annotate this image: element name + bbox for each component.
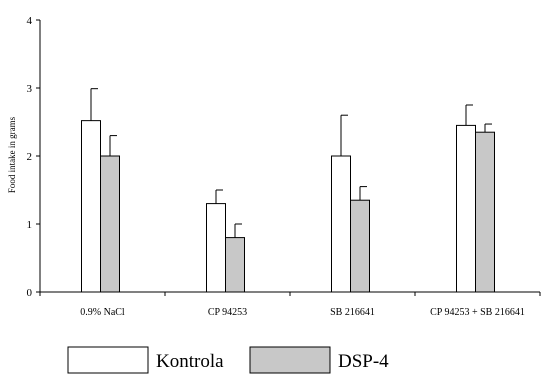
bar [81,120,101,293]
y-tick-label: 2 [27,151,33,163]
legend-label: Kontrola [156,351,224,372]
y-tick-label: 3 [27,83,33,95]
bar [350,199,370,293]
x-tick-label: CP 94253 + SB 216641 [430,307,525,318]
legend-swatch [67,346,149,374]
y-tick-label: 0 [27,287,33,299]
bar [456,124,476,293]
x-tick-label: CP 94253 [208,307,247,318]
bar [206,203,226,293]
bar [331,155,351,293]
bar [475,131,495,293]
x-tick-label: 0.9% NaCl [80,307,125,318]
y-tick-label: 4 [27,15,33,27]
bar [100,155,120,293]
plot-area: 0 1 2 3 4 0.9% NaCl CP 94253 SB 216641 CP 94253 … [27,15,541,318]
y-tick-label: 1 [27,219,33,231]
legend-label: DSP-4 [338,351,389,372]
legend-swatch [249,346,331,374]
y-axis-label: Food intake in grams [7,116,17,193]
legend: Kontrola DSP-4 [67,346,389,374]
x-tick-label: SB 216641 [330,307,375,318]
bar [225,237,245,293]
